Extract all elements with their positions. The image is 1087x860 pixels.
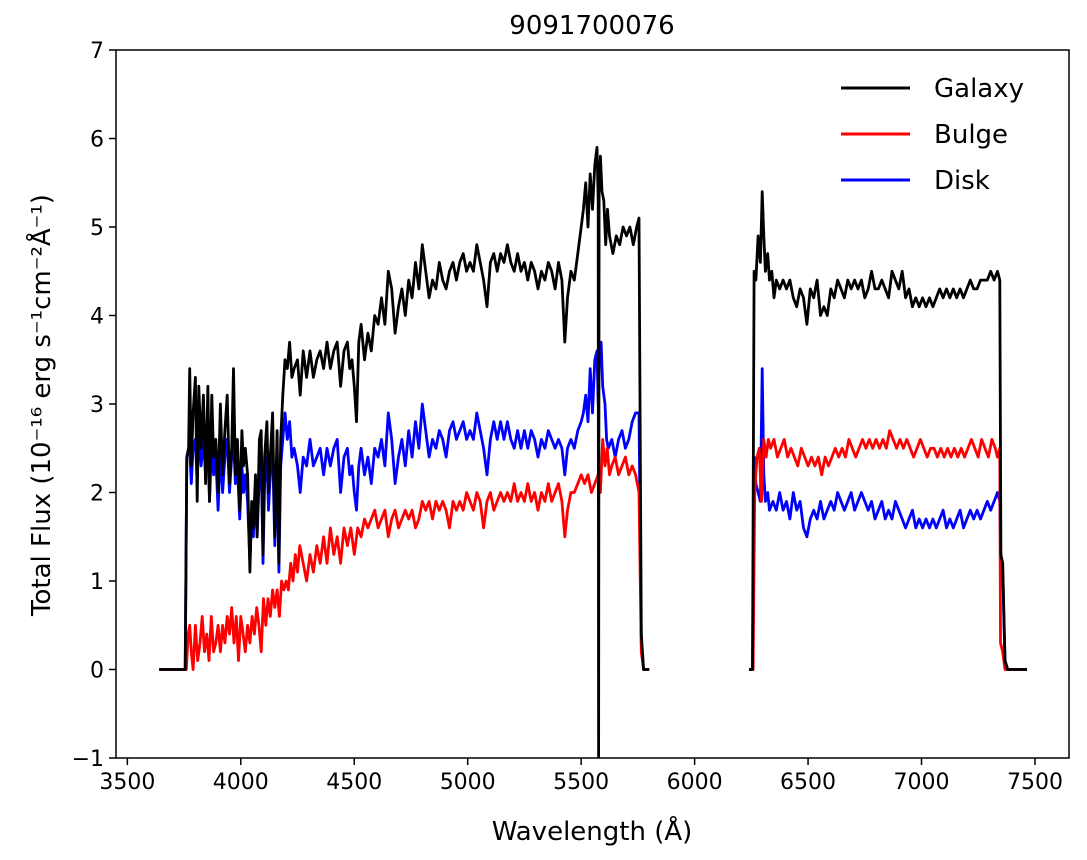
x-axis-title: Wavelength (Å) — [492, 815, 693, 847]
chart-title: 9091700076 — [509, 11, 674, 41]
series-line-bulge-segment-1 — [749, 429, 1027, 671]
x-tick-label: 7500 — [1007, 770, 1063, 795]
y-tick-label: 3 — [90, 393, 104, 418]
y-tick-label: 1 — [90, 570, 104, 595]
x-tick-label: 7000 — [894, 770, 950, 795]
x-tick-label: 5500 — [553, 770, 609, 795]
y-tick-label: 2 — [90, 482, 104, 507]
series-line-bulge-segment-0 — [159, 438, 650, 671]
y-tick-label: 0 — [90, 659, 104, 684]
y-tick-label: 4 — [90, 305, 104, 330]
y-tick-label: 5 — [90, 216, 104, 241]
legend-label-bulge: Bulge — [934, 120, 1008, 150]
legend-label-disk: Disk — [934, 166, 990, 196]
series-line-galaxy-segment-1 — [749, 190, 1027, 671]
series-line-disk-segment-0 — [159, 340, 650, 671]
legend: Galaxy Bulge Disk — [841, 74, 1024, 196]
series-line-disk-segment-1 — [749, 367, 1027, 671]
y-axis-title: Total Flux (10⁻¹⁶ erg s⁻¹cm⁻²Å⁻¹) — [25, 194, 57, 617]
y-axis: −1 0 1 2 3 4 5 6 7 — [72, 39, 116, 772]
series-layer — [159, 146, 1027, 758]
y-tick-label: −1 — [72, 747, 104, 772]
series-line-galaxy-segment-0 — [159, 146, 650, 758]
y-axis-label: Total Flux (10⁻¹⁶ erg s⁻¹cm⁻²Å⁻¹) — [25, 194, 57, 617]
x-axis-label: Wavelength (Å) — [492, 815, 693, 847]
x-axis: 3500 4000 4500 5000 5500 6000 6500 7000 7500 — [99, 758, 1063, 795]
x-tick-label: 3500 — [99, 770, 155, 795]
x-tick-label: 6000 — [667, 770, 723, 795]
x-tick-label: 4000 — [213, 770, 269, 795]
x-tick-label: 4500 — [326, 770, 382, 795]
legend-label-galaxy: Galaxy — [934, 74, 1024, 104]
y-tick-label: 6 — [90, 128, 104, 153]
x-tick-label: 6500 — [780, 770, 836, 795]
y-tick-label: 7 — [90, 39, 104, 64]
x-tick-label: 5000 — [440, 770, 496, 795]
